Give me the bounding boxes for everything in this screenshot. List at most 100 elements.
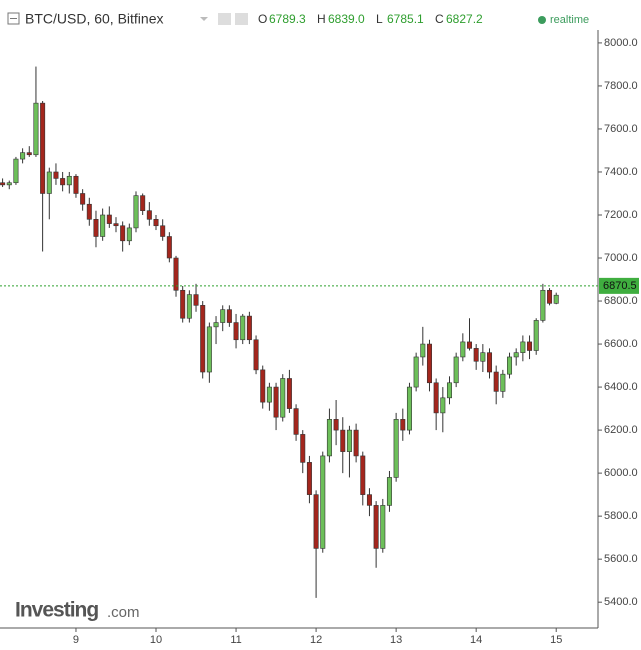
candle-body bbox=[153, 218, 159, 227]
chart-title: BTC/USD, 60, Bitfinex bbox=[25, 11, 164, 27]
y-tick-label: 6800.0 bbox=[604, 295, 638, 307]
icon[interactable] bbox=[235, 13, 248, 25]
y-tick-label: 6400.0 bbox=[604, 381, 638, 393]
candle-body bbox=[527, 341, 533, 351]
candle-body bbox=[453, 356, 459, 384]
icon[interactable] bbox=[218, 13, 231, 25]
candle-body bbox=[200, 305, 206, 373]
candle-body bbox=[480, 352, 486, 362]
candle-body bbox=[446, 382, 452, 399]
collapse-icon[interactable] bbox=[7, 12, 20, 25]
candle-body bbox=[313, 494, 319, 549]
candle-body bbox=[326, 419, 332, 457]
ohlc-key: O bbox=[258, 12, 267, 26]
candle-body bbox=[66, 175, 72, 186]
candle-body bbox=[193, 294, 199, 306]
candle-body bbox=[146, 210, 152, 220]
y-tick-label: 7600.0 bbox=[604, 123, 638, 135]
candle-body bbox=[300, 434, 306, 463]
status-dot bbox=[538, 16, 546, 24]
candle-body bbox=[120, 225, 126, 242]
candle-body bbox=[253, 339, 259, 371]
candle-body bbox=[93, 218, 99, 237]
candle-body bbox=[520, 341, 526, 353]
y-tick-label: 5800.0 bbox=[604, 510, 638, 522]
candle-body bbox=[507, 356, 513, 375]
candle-body bbox=[373, 505, 379, 549]
ohlc-key: C bbox=[435, 12, 444, 26]
candle-body bbox=[173, 257, 179, 291]
candle-body bbox=[533, 320, 539, 351]
candle-body bbox=[280, 378, 286, 418]
ohlc-key: L bbox=[376, 12, 383, 26]
candle-body bbox=[286, 378, 292, 409]
candle-body bbox=[500, 373, 506, 392]
candle-body bbox=[493, 371, 499, 392]
candle-body bbox=[33, 102, 39, 156]
candle-body bbox=[233, 322, 239, 341]
y-tick-label: 6000.0 bbox=[604, 467, 638, 479]
candle-body bbox=[513, 352, 519, 358]
x-tick-label: 10 bbox=[150, 634, 162, 646]
x-tick-label: 12 bbox=[310, 634, 322, 646]
candle-body bbox=[266, 386, 272, 403]
candle-body bbox=[140, 195, 146, 211]
watermark-brand: Investing bbox=[15, 599, 98, 622]
candle-body bbox=[126, 227, 132, 242]
candle-body bbox=[393, 419, 399, 478]
y-tick-label: 5600.0 bbox=[604, 553, 638, 565]
candle-body bbox=[26, 152, 32, 156]
x-tick-label: 9 bbox=[73, 634, 79, 646]
candle-body bbox=[20, 152, 26, 160]
candle-body bbox=[366, 494, 372, 506]
candle-body bbox=[206, 326, 212, 373]
candle-body bbox=[0, 182, 6, 186]
candle-body bbox=[353, 429, 359, 457]
candle-body bbox=[213, 322, 219, 328]
candle-body bbox=[6, 182, 12, 186]
ohlc-key: H bbox=[317, 12, 326, 26]
candle-body bbox=[160, 225, 166, 237]
y-tick-label: 5400.0 bbox=[604, 596, 638, 608]
y-tick-label: 7800.0 bbox=[604, 80, 638, 92]
candle-body bbox=[240, 315, 246, 341]
candle-body bbox=[180, 289, 186, 319]
y-tick-label: 7000.0 bbox=[604, 252, 638, 264]
candle-body bbox=[80, 193, 86, 205]
candle-body bbox=[86, 203, 92, 220]
x-tick-label: 15 bbox=[550, 634, 562, 646]
ohlc-value: 6789.3 bbox=[269, 12, 306, 26]
candle-body bbox=[273, 386, 279, 418]
ohlc-value: 6827.2 bbox=[446, 12, 483, 26]
last-price-label: 6870.5 bbox=[603, 280, 637, 292]
x-tick-label: 14 bbox=[470, 634, 482, 646]
candle-body bbox=[460, 341, 466, 358]
last-price-box bbox=[599, 277, 639, 294]
ohlc-value: 6785.1 bbox=[387, 12, 424, 26]
candle-body bbox=[487, 352, 493, 373]
dropdown-arrow[interactable] bbox=[200, 17, 208, 21]
candle-body bbox=[226, 309, 232, 323]
candle-body bbox=[400, 419, 406, 431]
candle-body bbox=[346, 429, 352, 452]
candle-body bbox=[13, 158, 19, 184]
candle-body bbox=[473, 348, 479, 362]
candle-body bbox=[466, 341, 472, 349]
watermark-suffix: .com bbox=[107, 604, 140, 621]
candle-body bbox=[246, 315, 252, 341]
candle-body bbox=[340, 429, 346, 452]
ohlc-value: 6839.0 bbox=[328, 12, 365, 26]
candle-body bbox=[100, 214, 106, 237]
candle-body bbox=[306, 462, 312, 495]
y-tick-label: 7200.0 bbox=[604, 209, 638, 221]
candle-body bbox=[380, 505, 386, 549]
x-tick-label: 11 bbox=[230, 634, 241, 646]
candle-body bbox=[413, 356, 419, 388]
candle-body bbox=[40, 102, 46, 194]
y-tick-label: 6200.0 bbox=[604, 424, 638, 436]
candle-body bbox=[360, 455, 366, 495]
candle-body bbox=[406, 386, 412, 431]
candle-body bbox=[433, 382, 439, 414]
candle-body bbox=[73, 175, 79, 194]
